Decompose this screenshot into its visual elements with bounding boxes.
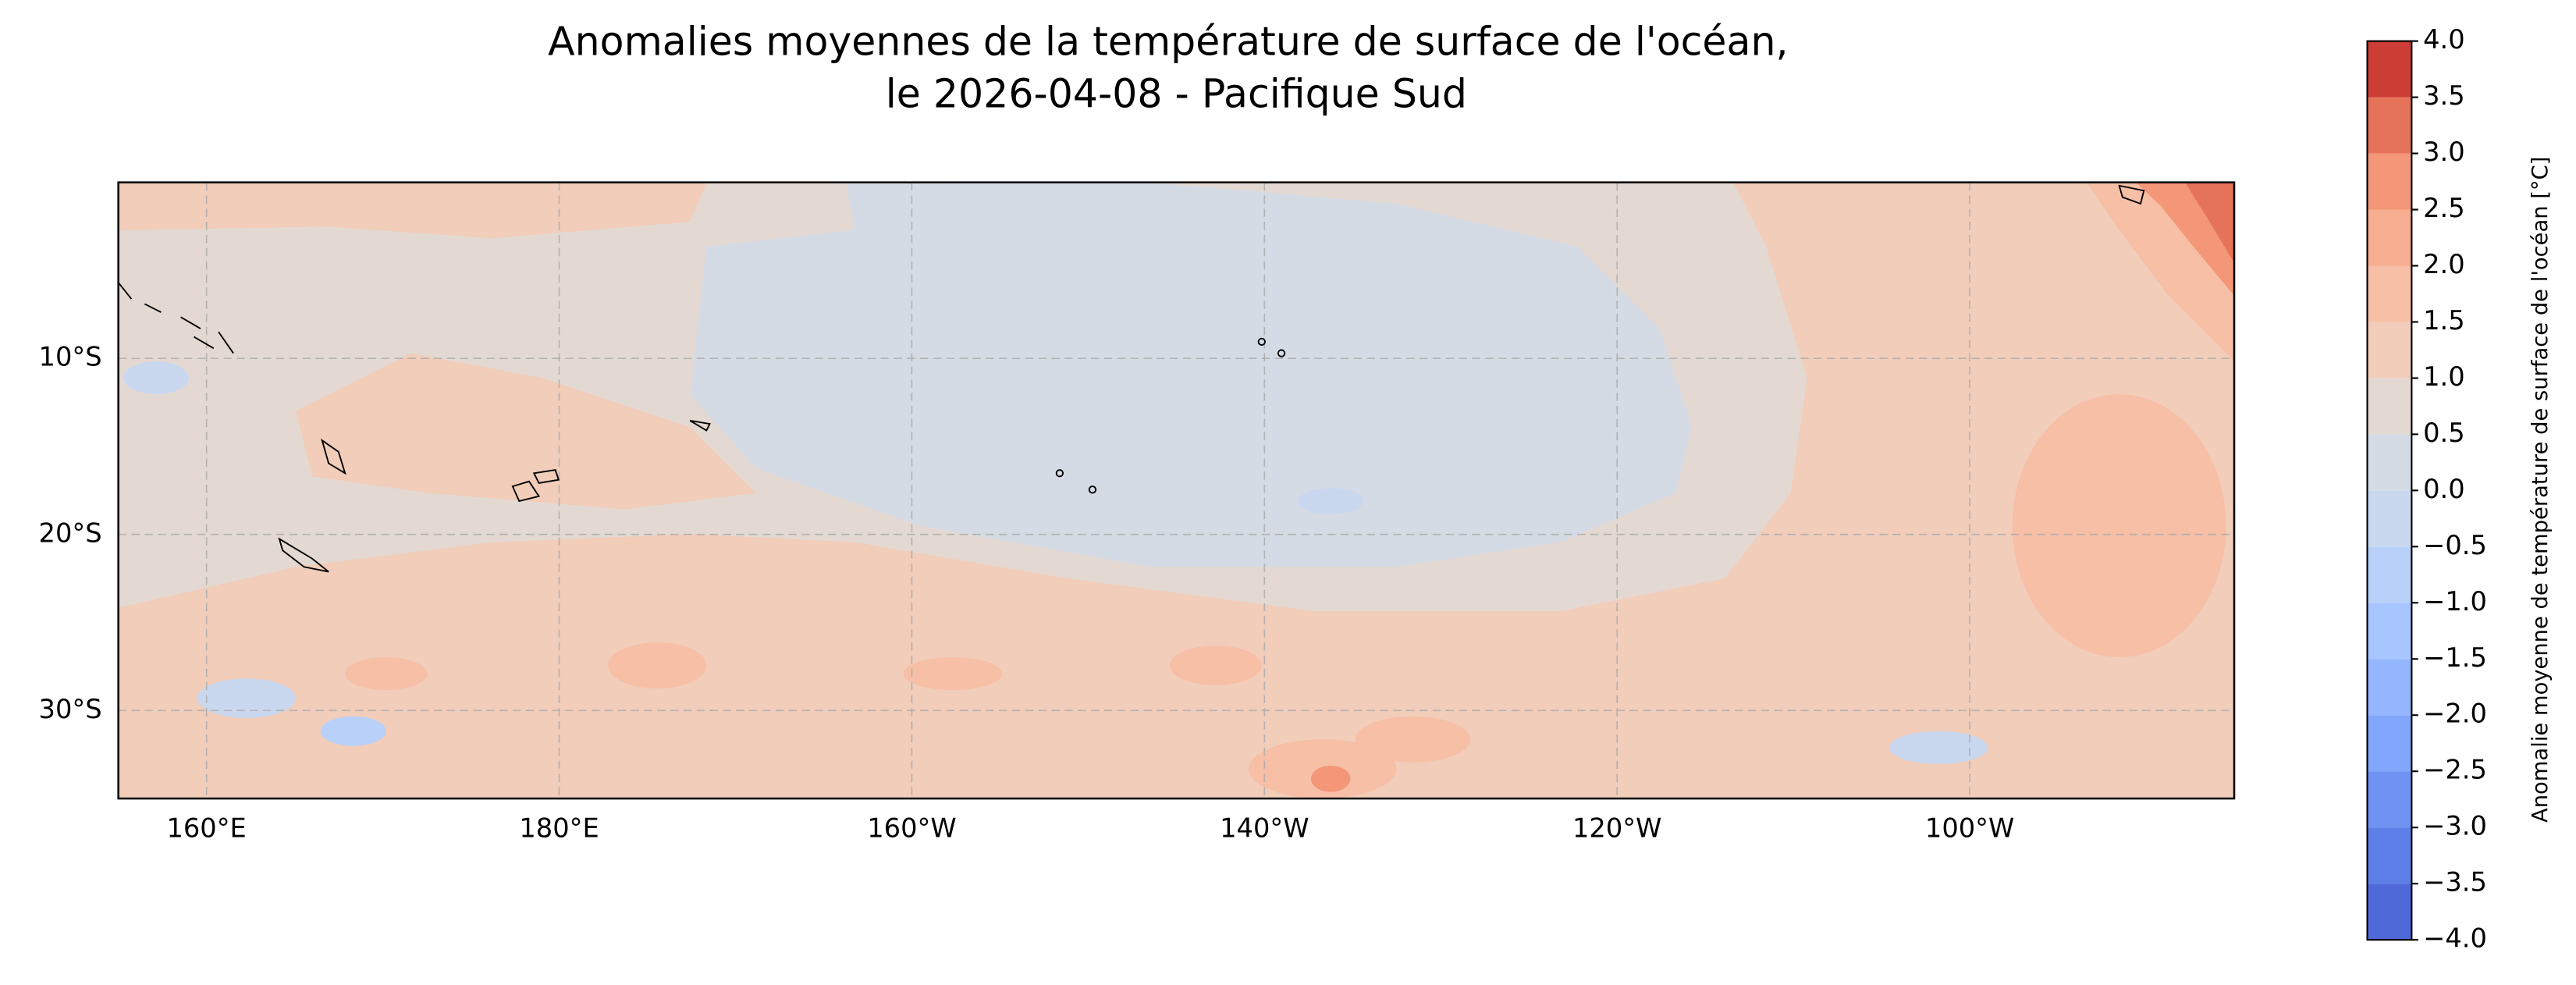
colorbar-tick-label: −1.0: [2423, 586, 2487, 617]
title-line: le 2026-04-08 - Pacifique Sud: [886, 71, 1467, 117]
x-tick-label: 160°E: [166, 813, 246, 844]
y-tick-label: 30°S: [39, 694, 102, 724]
colorbar-level: [2367, 715, 2412, 772]
colorbar-tick-label: 0.0: [2423, 474, 2465, 504]
coastlines: [117, 184, 2145, 573]
anomaly-field: [118, 182, 2235, 799]
colorbar-tick-label: 1.5: [2423, 305, 2465, 336]
colorbar-level: [2367, 884, 2412, 941]
colorbar-level: [2367, 209, 2412, 266]
colorbar-tick-label: −2.0: [2423, 699, 2487, 729]
title-line: Anomalies moyennes de la température de …: [548, 18, 1788, 64]
colorbar-tick-label: −3.0: [2423, 811, 2487, 841]
colorbar-level: [2367, 153, 2412, 210]
graticule: [118, 182, 2235, 799]
x-tick-label: 160°W: [867, 813, 956, 844]
colorbar-tick-label: −0.5: [2423, 530, 2487, 560]
colorbar-level: [2367, 546, 2412, 603]
colorbar-level: [2367, 490, 2412, 547]
x-tick-label: 180°E: [519, 813, 599, 844]
y-tick-label: 20°S: [39, 517, 102, 548]
colorbar-level: [2367, 322, 2412, 379]
colorbar-tick-label: 2.5: [2423, 193, 2465, 223]
colorbar-tick-label: −4.0: [2423, 923, 2487, 954]
colorbar-level: [2367, 378, 2412, 435]
colorbar-level: [2367, 771, 2412, 828]
colorbar-tick-label: 3.5: [2423, 80, 2465, 111]
colorbar-tick-label: 1.0: [2423, 361, 2465, 392]
colorbar-tick-label: −1.5: [2423, 642, 2487, 673]
colorbar-level: [2367, 603, 2412, 660]
x-tick-label: 100°W: [1925, 813, 2014, 844]
colorbar-tick-label: −3.5: [2423, 867, 2487, 898]
colorbar-tick-label: 2.0: [2423, 249, 2465, 279]
colorbar-level: [2367, 659, 2412, 716]
colorbar: [2367, 41, 2412, 941]
x-tick-label: 120°W: [1572, 813, 1661, 844]
colorbar-level: [2367, 265, 2412, 322]
colorbar-tick-label: 3.0: [2423, 137, 2465, 167]
colorbar-tick-label: 0.5: [2423, 418, 2465, 448]
colorbar-tick-label: −2.5: [2423, 755, 2487, 785]
colorbar-tick-label: 4.0: [2423, 24, 2465, 55]
colorbar-level: [2367, 41, 2412, 98]
y-tick-label: 10°S: [39, 342, 102, 372]
colorbar-level: [2367, 97, 2412, 154]
colorbar-level: [2367, 434, 2412, 491]
map-frame: [117, 181, 2236, 800]
colorbar-label: Anomalie moyenne de température de surfa…: [2528, 157, 2553, 823]
colorbar-level: [2367, 827, 2412, 884]
x-tick-label: 140°W: [1220, 813, 1309, 844]
